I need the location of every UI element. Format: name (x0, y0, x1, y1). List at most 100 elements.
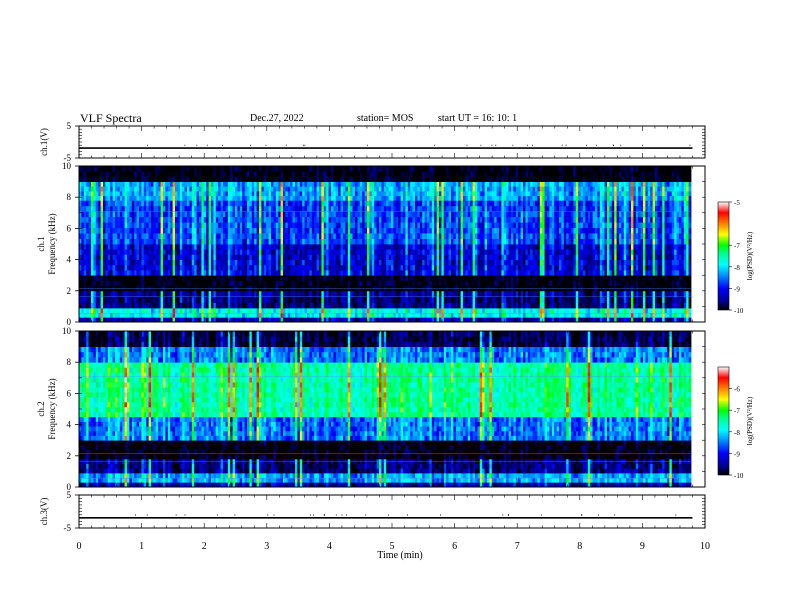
spectrogram-cell (314, 303, 317, 309)
spectrogram-cell (281, 303, 284, 309)
spectrogram-cell (230, 244, 233, 250)
spectrogram-cell (264, 280, 267, 286)
spectrogram-cell (425, 206, 428, 212)
spectrogram-cell (125, 275, 128, 281)
spectrogram-cell (312, 270, 315, 276)
spectrogram-cell (365, 233, 368, 239)
spectrogram-cell (307, 211, 310, 217)
spectrogram-cell (165, 206, 168, 212)
spectrogram-cell (285, 265, 288, 271)
spectrogram-cell (125, 303, 128, 309)
spectrogram-cell (185, 211, 188, 217)
spectrogram-cell (127, 260, 130, 266)
spectrogram-cell (206, 239, 209, 245)
spectrogram-cell (293, 196, 296, 201)
spectrogram-cell (338, 239, 341, 245)
spectrogram-cell (312, 196, 315, 201)
spectrogram-cell (456, 182, 459, 187)
spectrogram-cell (305, 303, 308, 309)
spectrogram-cell (281, 265, 284, 271)
spectrogram-cell (259, 308, 262, 313)
spectrogram-cell (189, 200, 192, 206)
spectrogram-cell (405, 166, 408, 172)
spectrogram-cell (113, 239, 116, 245)
spectrogram-cell (264, 303, 267, 309)
spectrogram-cell (271, 233, 274, 239)
spectrogram-cell (458, 233, 461, 239)
spectrogram-cell (156, 233, 159, 239)
spectrogram-cell (89, 182, 92, 187)
spectrogram-cell (434, 265, 437, 271)
spectrogram-cell (307, 233, 310, 239)
spectrogram-cell (189, 196, 192, 201)
spectrogram-cell (381, 280, 384, 286)
spectrogram-cell (144, 254, 147, 260)
spectrogram-cell (381, 244, 384, 250)
spectrogram-cell (441, 228, 444, 234)
spectrogram-cell (362, 244, 365, 250)
spectrogram-cell (403, 222, 406, 228)
spectrogram-cell (245, 176, 248, 182)
spectrogram-cell (93, 176, 96, 182)
spectrogram-cell (429, 239, 432, 245)
spectrogram-cell (213, 222, 216, 228)
spectrogram-cell (276, 280, 279, 286)
spectrogram-cell (230, 186, 233, 191)
spectrogram-cell (446, 217, 449, 223)
spectrogram-cell (108, 249, 111, 255)
spectrogram-cell (297, 233, 300, 239)
spectrogram-cell (393, 249, 396, 255)
spectrogram-cell (189, 233, 192, 239)
spectrogram-cell (396, 186, 399, 191)
spectrogram-cell (158, 265, 161, 271)
spectrogram-cell (290, 270, 293, 276)
spectrogram-cell (285, 244, 288, 250)
spectrogram-cell (396, 228, 399, 234)
spectrogram-cell (408, 191, 411, 196)
spectrogram-cell (413, 254, 416, 260)
spectrogram-cell (237, 217, 240, 223)
spectrogram-cell (173, 275, 176, 281)
spectrogram-cell (398, 211, 401, 217)
spectrogram-cell (228, 270, 231, 276)
spectrogram-cell (125, 297, 128, 303)
spectrogram-cell (434, 297, 437, 303)
spectrogram-cell (235, 244, 238, 250)
spectrogram-cell (305, 200, 308, 206)
spectrogram-cell (283, 222, 286, 228)
spectrogram-cell (228, 191, 231, 196)
spectrogram-cell (240, 186, 243, 191)
spectrogram-cell (175, 200, 178, 206)
spectrogram-cell (269, 166, 272, 172)
spectrogram-cell (285, 217, 288, 223)
spectrogram-cell (213, 166, 216, 172)
spectrogram-cell (113, 166, 116, 172)
spectrogram-cell (149, 171, 152, 177)
spectrogram-cell (127, 265, 130, 271)
spectrogram-cell (427, 182, 430, 187)
spectrogram-cell (367, 200, 370, 206)
spectrogram-cell (81, 217, 84, 223)
spectrogram-cell (437, 260, 440, 266)
spectrogram-cell (93, 196, 96, 201)
spectrogram-cell (444, 239, 447, 245)
spectrogram-cell (355, 196, 358, 201)
spectrogram-cell (165, 176, 168, 182)
spectrogram-cell (113, 275, 116, 281)
spectrogram-cell (415, 206, 418, 212)
spectrogram-cell (141, 200, 144, 206)
spectrogram-cell (396, 303, 399, 309)
spectrogram-cell (237, 249, 240, 255)
spectrogram-cell (242, 182, 245, 187)
spectrogram-cell (283, 233, 286, 239)
spectrogram-cell (278, 186, 281, 191)
spectrogram-cell (187, 176, 190, 182)
spectrogram-cell (391, 191, 394, 196)
spectrogram-cell (367, 166, 370, 172)
spectrogram-cell (408, 196, 411, 201)
spectrogram-cell (93, 260, 96, 266)
spectrogram-cell (269, 308, 272, 313)
spectrogram-cell (197, 182, 200, 187)
spectrogram-cell (134, 182, 137, 187)
spectrogram-cell (343, 191, 346, 196)
